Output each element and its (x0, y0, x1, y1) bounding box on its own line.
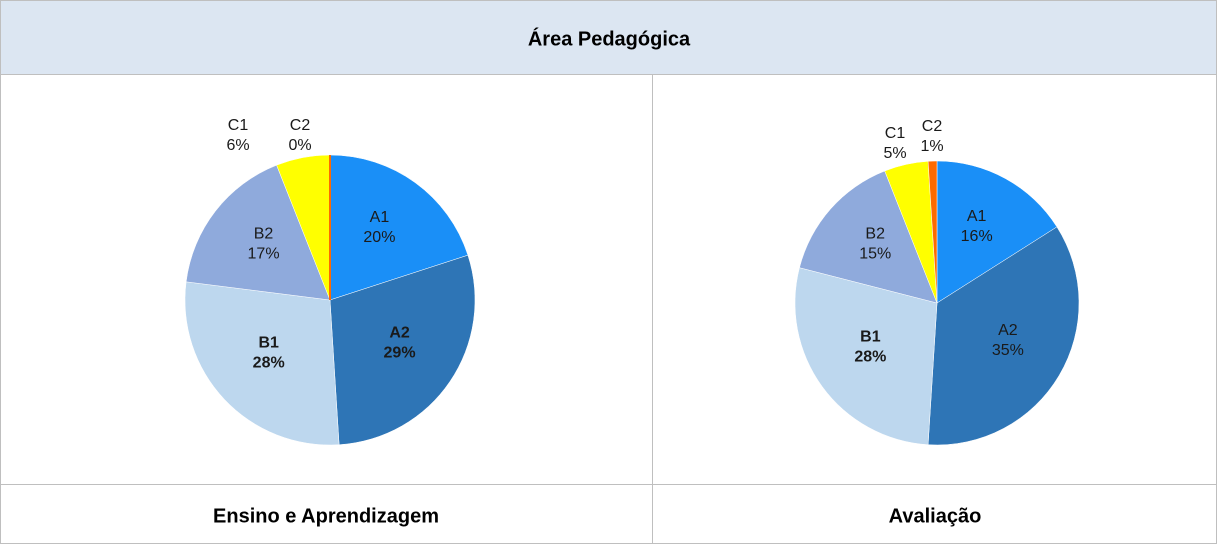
slice-value-label: 17% (248, 245, 280, 262)
pie-slice (927, 226, 1080, 446)
pie-slice (799, 170, 938, 304)
slice-label: C1 (885, 125, 906, 142)
slice-label: A1 (370, 209, 390, 226)
slice-value-label: 28% (854, 348, 886, 365)
slice-value-label: 28% (253, 355, 285, 372)
slice-value-label: 1% (920, 138, 943, 155)
cell (652, 484, 1217, 544)
cell (0, 484, 653, 544)
slice-label: B1 (860, 328, 881, 345)
slice-label: C1 (228, 117, 249, 134)
slice-label: C2 (922, 118, 943, 135)
pie-slice (794, 267, 938, 445)
slice-label: B2 (865, 226, 885, 243)
pie-slice (329, 154, 469, 301)
chart-title: Ensino e Aprendizagem (213, 505, 439, 527)
pie-slice (184, 281, 340, 446)
slice-label: B1 (258, 335, 279, 352)
slice-value-label: 35% (992, 342, 1024, 359)
slice-label: B2 (254, 225, 274, 242)
slice-label: A2 (389, 324, 410, 341)
slice-label: A2 (998, 322, 1018, 339)
chart-title: Avaliação (889, 505, 982, 527)
slice-label: A1 (967, 208, 987, 225)
slice-value-label: 29% (384, 344, 416, 361)
pie-slice (936, 160, 1058, 304)
slice-value-label: 6% (226, 137, 249, 154)
header-row (0, 0, 1217, 75)
pie-slice (185, 164, 331, 301)
slice-value-label: 5% (883, 145, 906, 162)
header-title: Área Pedagógica (528, 27, 691, 50)
slice-value-label: 20% (363, 229, 395, 246)
pie-slice (927, 160, 938, 304)
slice-value-label: 15% (859, 246, 891, 263)
slice-value-label: 0% (288, 137, 311, 154)
pie-slice (329, 254, 476, 445)
slice-value-label: 16% (961, 228, 993, 245)
slice-label: C2 (290, 117, 311, 134)
